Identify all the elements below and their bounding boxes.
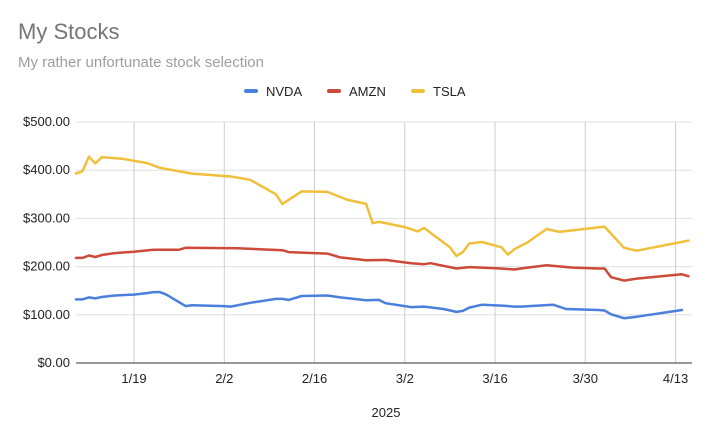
y-tick-label: $400.00 [23, 162, 70, 177]
x-tick-label: 1/19 [121, 371, 146, 386]
y-tick-label: $0.00 [37, 355, 70, 370]
legend-label: TSLA [433, 84, 466, 99]
series-lines [74, 155, 690, 320]
legend-label: AMZN [349, 84, 386, 99]
x-tick-label: 3/16 [482, 371, 507, 386]
x-tick-label: 4/13 [663, 371, 688, 386]
legend-item-tsla[interactable]: TSLA [411, 84, 466, 99]
chart-subtitle: My rather unfortunate stock selection [18, 54, 264, 71]
legend-item-nvda[interactable]: NVDA [244, 84, 302, 99]
legend-item-amzn[interactable]: AMZN [327, 84, 386, 99]
y-tick-label: $100.00 [23, 307, 70, 322]
y-axis-ticks: $0.00 $100.00 $200.00 $300.00 $400.00 $500.00 [23, 114, 70, 370]
chart-title: My Stocks [18, 19, 119, 44]
series-line-tsla [74, 155, 690, 258]
x-axis-title: 2025 [372, 405, 401, 420]
grid [76, 121, 692, 363]
x-tick-label: 2/16 [302, 371, 327, 386]
legend-swatch [327, 89, 341, 93]
x-tick-label: 2/2 [215, 371, 233, 386]
y-tick-label: $300.00 [23, 210, 70, 225]
x-tick-label: 3/2 [396, 371, 414, 386]
y-tick-label: $200.00 [23, 259, 70, 274]
y-tick-label: $500.00 [23, 114, 70, 129]
legend-swatch [411, 89, 425, 93]
x-tick-label: 3/30 [573, 371, 598, 386]
x-axis-ticks: 1/19 2/2 2/16 3/2 3/16 3/30 4/13 [121, 371, 688, 386]
legend-label: NVDA [266, 84, 302, 99]
series-line-amzn [74, 246, 690, 282]
series-line-nvda [74, 290, 684, 320]
legend-swatch [244, 89, 258, 93]
legend: NVDA AMZN TSLA [244, 84, 466, 99]
